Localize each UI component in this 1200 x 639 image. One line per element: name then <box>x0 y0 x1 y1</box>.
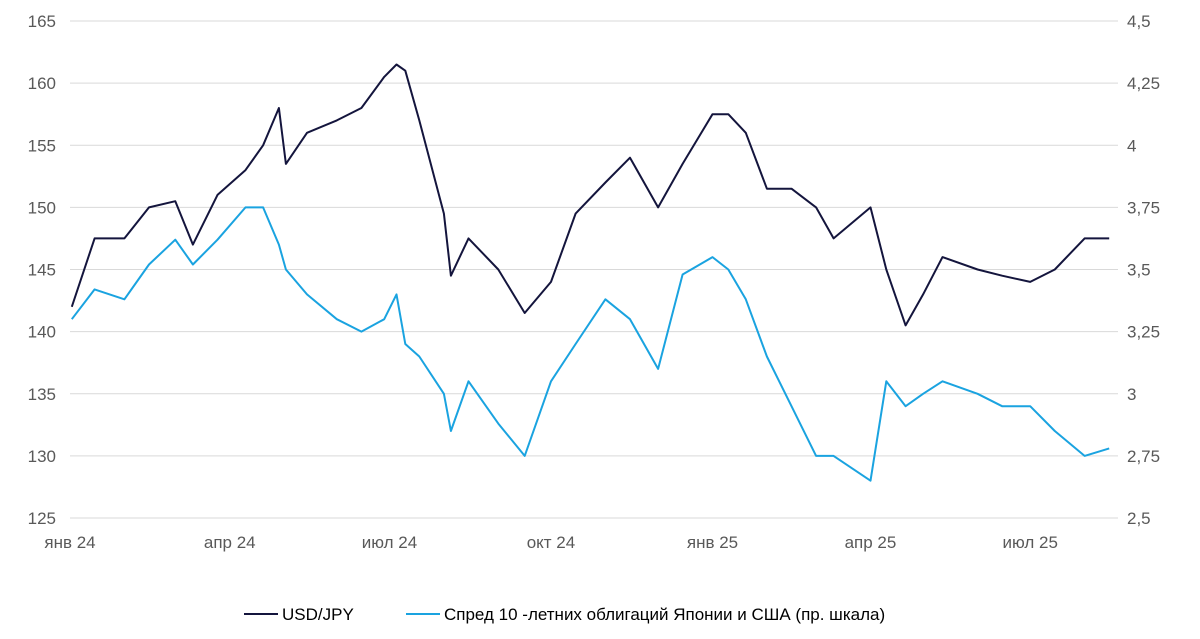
right-axis-ticks: 2,5 2,75 3 3,25 3,5 3,75 4 4,25 4,5 <box>1127 12 1160 528</box>
series-line-spread <box>71 206 1110 482</box>
series-lines <box>70 63 1110 482</box>
left-tick-label: 150 <box>28 198 56 217</box>
series-line-usd-jpy <box>70 63 1110 327</box>
legend-label-usd-jpy: USD/JPY <box>282 605 354 624</box>
x-tick-label: янв 25 <box>687 533 738 552</box>
x-tick-label: апр 25 <box>845 533 897 552</box>
left-tick-label: 155 <box>28 136 56 155</box>
left-tick-label: 130 <box>28 447 56 466</box>
right-tick-label: 4,5 <box>1127 12 1151 31</box>
right-tick-label: 3,75 <box>1127 198 1160 217</box>
left-tick-label: 135 <box>28 385 56 404</box>
right-tick-label: 3,5 <box>1127 261 1151 280</box>
right-tick-label: 3,25 <box>1127 323 1160 342</box>
left-tick-label: 165 <box>28 12 56 31</box>
left-tick-label: 145 <box>28 261 56 280</box>
left-tick-label: 125 <box>28 509 56 528</box>
right-tick-label: 3 <box>1127 385 1136 404</box>
x-tick-label: янв 24 <box>44 533 95 552</box>
right-tick-label: 2,75 <box>1127 447 1160 466</box>
legend-label-spread: Спред 10 -летних облигаций Японии и США … <box>444 605 885 624</box>
right-tick-label: 4 <box>1127 136 1136 155</box>
right-tick-label: 2,5 <box>1127 509 1151 528</box>
gridlines <box>70 20 1118 519</box>
x-tick-label: апр 24 <box>204 533 256 552</box>
x-tick-label: июл 24 <box>362 533 417 552</box>
left-tick-label: 140 <box>28 323 56 342</box>
right-tick-label: 4,25 <box>1127 74 1160 93</box>
x-tick-label: окт 24 <box>527 533 576 552</box>
legend: USD/JPY Спред 10 -летних облигаций Япони… <box>244 605 885 624</box>
left-tick-label: 160 <box>28 74 56 93</box>
x-axis-ticks: янв 24 апр 24 июл 24 окт 24 янв 25 апр 25 июл … <box>44 533 1058 552</box>
x-tick-label: июл 25 <box>1003 533 1058 552</box>
left-axis-ticks: 125 130 135 140 145 150 155 160 165 <box>28 12 56 528</box>
